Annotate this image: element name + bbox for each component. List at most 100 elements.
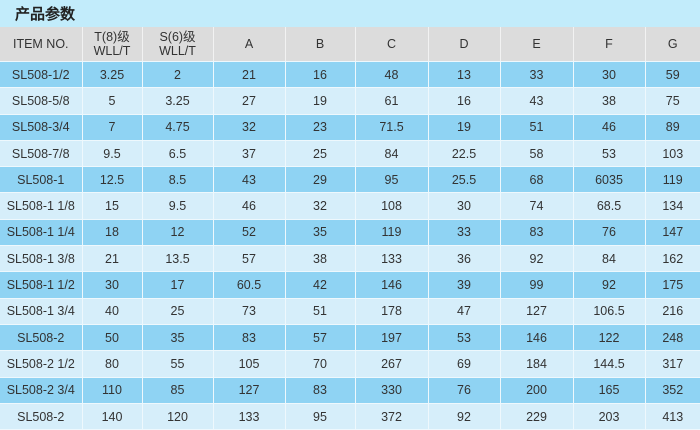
cell-a: 57 bbox=[213, 245, 286, 273]
cell-a: 46 bbox=[213, 192, 286, 220]
column-header-t8-wll: T(8)级 WLL/T bbox=[82, 27, 143, 62]
cell-b: 51 bbox=[285, 298, 356, 325]
cell-d: 16 bbox=[428, 87, 501, 115]
cell-d: 19 bbox=[428, 114, 501, 141]
cell-e: 229 bbox=[500, 403, 574, 430]
cell-item-no: SL508-1/2 bbox=[0, 61, 83, 89]
cell-a: 27 bbox=[213, 87, 286, 115]
table-row: SL508-7/8 9.5 6.5 37 25 84 22.5 58 53 103 bbox=[0, 140, 700, 168]
column-header-text: G bbox=[667, 37, 678, 51]
table-row: SL508-1 3/4 40 25 73 51 178 47 127 106.5 216 bbox=[0, 298, 700, 325]
cell-item-no: SL508-1 1/8 bbox=[0, 192, 83, 220]
section-title-text: 产品参数 bbox=[15, 6, 76, 23]
cell-b: 35 bbox=[285, 219, 356, 247]
cell-s6-wll: 120 bbox=[142, 403, 214, 430]
cell-a: 83 bbox=[213, 324, 286, 352]
cell-c: 71.5 bbox=[355, 114, 429, 141]
cell-s6-wll: 35 bbox=[142, 324, 214, 352]
cell-a: 105 bbox=[213, 350, 286, 378]
cell-c: 48 bbox=[355, 61, 429, 89]
cell-g: 162 bbox=[645, 245, 700, 273]
cell-d: 76 bbox=[428, 377, 501, 404]
column-header-text: WLL/T bbox=[159, 44, 196, 58]
cell-c: 95 bbox=[355, 166, 429, 194]
cell-c: 146 bbox=[355, 271, 429, 299]
cell-f: 84 bbox=[573, 245, 646, 273]
cell-a: 32 bbox=[213, 114, 286, 141]
cell-g: 248 bbox=[645, 324, 700, 352]
cell-item-no: SL508-7/8 bbox=[0, 140, 83, 168]
column-header-text: ITEM NO. bbox=[12, 37, 69, 51]
cell-d: 39 bbox=[428, 271, 501, 299]
cell-b: 38 bbox=[285, 245, 356, 273]
cell-e: 99 bbox=[500, 271, 574, 299]
cell-b: 16 bbox=[285, 61, 356, 89]
cell-f: 92 bbox=[573, 271, 646, 299]
cell-c: 119 bbox=[355, 219, 429, 247]
cell-s6-wll: 55 bbox=[142, 350, 214, 378]
cell-g: 413 bbox=[645, 403, 700, 430]
cell-a: 127 bbox=[213, 377, 286, 404]
table-row: SL508-2 140 120 133 95 372 92 229 203 413 bbox=[0, 403, 700, 430]
table-row: SL508-5/8 5 3.25 27 19 61 16 43 38 75 bbox=[0, 87, 700, 115]
column-header-c: C bbox=[355, 27, 429, 62]
column-header-text: WLL/T bbox=[93, 44, 131, 58]
cell-g: 317 bbox=[645, 350, 700, 378]
cell-c: 372 bbox=[355, 403, 429, 430]
cell-t8-wll: 110 bbox=[82, 377, 143, 404]
cell-g: 352 bbox=[645, 377, 700, 404]
column-header-text: C bbox=[386, 37, 397, 51]
cell-a: 21 bbox=[213, 61, 286, 89]
cell-f: 76 bbox=[573, 219, 646, 247]
cell-a: 60.5 bbox=[213, 271, 286, 299]
column-header-text: B bbox=[315, 37, 325, 51]
cell-f: 106.5 bbox=[573, 298, 646, 325]
cell-g: 75 bbox=[645, 87, 700, 115]
cell-t8-wll: 12.5 bbox=[82, 166, 143, 194]
column-header-text: S(6)级 bbox=[159, 30, 196, 44]
cell-item-no: SL508-1 bbox=[0, 166, 83, 194]
cell-s6-wll: 6.5 bbox=[142, 140, 214, 168]
column-header-item-no: ITEM NO. bbox=[0, 27, 83, 62]
cell-t8-wll: 18 bbox=[82, 219, 143, 247]
cell-c: 267 bbox=[355, 350, 429, 378]
cell-e: 83 bbox=[500, 219, 574, 247]
column-header-text: T(8)级 bbox=[94, 30, 130, 44]
column-header-f: F bbox=[573, 27, 646, 62]
cell-g: 216 bbox=[645, 298, 700, 325]
header-row: ITEM NO. T(8)级 WLL/T S(6)级 WLL/T A B C D E F G bbox=[0, 27, 700, 62]
cell-b: 32 bbox=[285, 192, 356, 220]
cell-s6-wll: 12 bbox=[142, 219, 214, 247]
cell-item-no: SL508-2 1/2 bbox=[0, 350, 83, 378]
column-header-d: D bbox=[428, 27, 501, 62]
cell-f: 38 bbox=[573, 87, 646, 115]
cell-e: 127 bbox=[500, 298, 574, 325]
cell-d: 30 bbox=[428, 192, 501, 220]
cell-b: 95 bbox=[285, 403, 356, 430]
cell-e: 92 bbox=[500, 245, 574, 273]
cell-s6-wll: 85 bbox=[142, 377, 214, 404]
cell-d: 13 bbox=[428, 61, 501, 89]
column-header-text: F bbox=[605, 37, 613, 51]
table-row: SL508-1/2 3.25 2 21 16 48 13 33 30 59 bbox=[0, 61, 700, 89]
cell-s6-wll: 9.5 bbox=[142, 192, 214, 220]
cell-d: 33 bbox=[428, 219, 501, 247]
cell-item-no: SL508-2 3/4 bbox=[0, 377, 83, 404]
column-header-b: B bbox=[285, 27, 356, 62]
cell-item-no: SL508-5/8 bbox=[0, 87, 83, 115]
table-row: SL508-2 3/4 110 85 127 83 330 76 200 165 352 bbox=[0, 377, 700, 404]
cell-b: 29 bbox=[285, 166, 356, 194]
cell-e: 33 bbox=[500, 61, 574, 89]
cell-c: 330 bbox=[355, 377, 429, 404]
cell-s6-wll: 4.75 bbox=[142, 114, 214, 141]
cell-d: 22.5 bbox=[428, 140, 501, 168]
table-row: SL508-1 1/8 15 9.5 46 32 108 30 74 68.5 134 bbox=[0, 192, 700, 220]
cell-f: 6035 bbox=[573, 166, 646, 194]
cell-s6-wll: 3.25 bbox=[142, 87, 214, 115]
cell-s6-wll: 17 bbox=[142, 271, 214, 299]
cell-e: 68 bbox=[500, 166, 574, 194]
section-title: 产品参数 bbox=[0, 0, 700, 27]
column-header-e: E bbox=[500, 27, 574, 62]
column-header-g: G bbox=[645, 27, 700, 62]
cell-g: 175 bbox=[645, 271, 700, 299]
